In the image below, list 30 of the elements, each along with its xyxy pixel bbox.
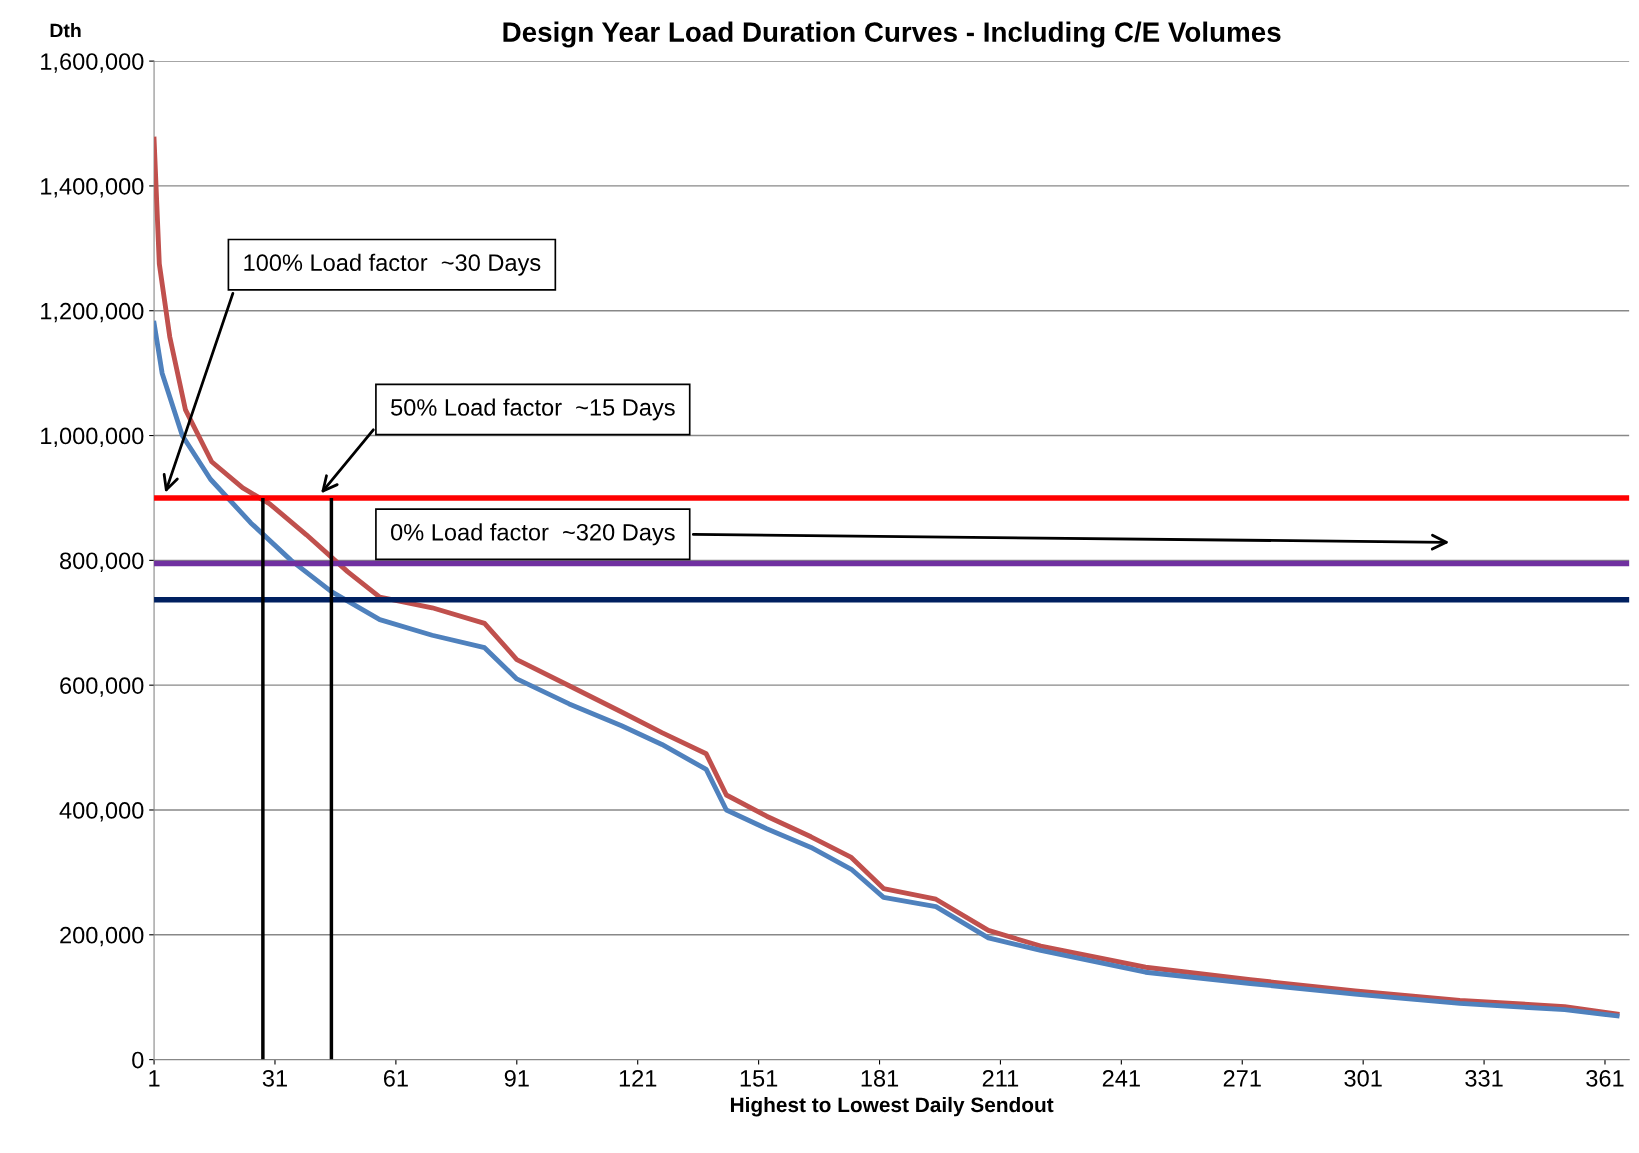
x-tick-label: 61 xyxy=(383,1069,408,1087)
x-tick-label: 331 xyxy=(1465,1069,1503,1087)
x-tick-label: 31 xyxy=(262,1069,287,1087)
line-series xyxy=(154,136,1620,1017)
x-tick-label: 1 xyxy=(149,1070,160,1087)
annotation: 50% Load factor ~15 Days xyxy=(391,398,675,421)
annotation: 0% Load factor ~320 Days xyxy=(391,523,675,546)
x-axis-title: Highest to Lowest Daily Sendout xyxy=(730,1096,1054,1117)
chart-title: Design Year Load Duration Curves - Including C/E Volumes xyxy=(503,21,1281,48)
y-axis-title: Dth xyxy=(50,23,81,38)
x-tick-label: 211 xyxy=(982,1069,1019,1087)
y-tick-label: 1,600,000 xyxy=(41,53,144,73)
x-tick-label: 151 xyxy=(740,1070,778,1087)
y-tick-label: 1,200,000 xyxy=(41,302,144,323)
annotation: 100% Load factor ~30 Days xyxy=(244,253,541,276)
x-tick-label: 271 xyxy=(1223,1069,1261,1087)
x-tick-label: 301 xyxy=(1344,1069,1382,1087)
y-tick-label: 200,000 xyxy=(60,926,144,947)
x-tick-label: 361 xyxy=(1586,1069,1624,1087)
x-tick-label: 181 xyxy=(861,1069,899,1087)
y-tick-label: 1,000,000 xyxy=(41,427,144,448)
y-tick-label: 1,400,000 xyxy=(41,177,144,198)
y-tick-label: 800,000 xyxy=(60,552,144,572)
x-tick-label: 91 xyxy=(504,1069,529,1087)
y-tick-label: 0 xyxy=(132,1051,144,1069)
y-tick-label: 400,000 xyxy=(59,802,144,822)
y-tick-label: 600,000 xyxy=(60,677,144,697)
x-tick-label: 121 xyxy=(619,1069,657,1087)
line-series xyxy=(154,320,1620,1019)
x-tick-label: 241 xyxy=(1102,1069,1140,1087)
